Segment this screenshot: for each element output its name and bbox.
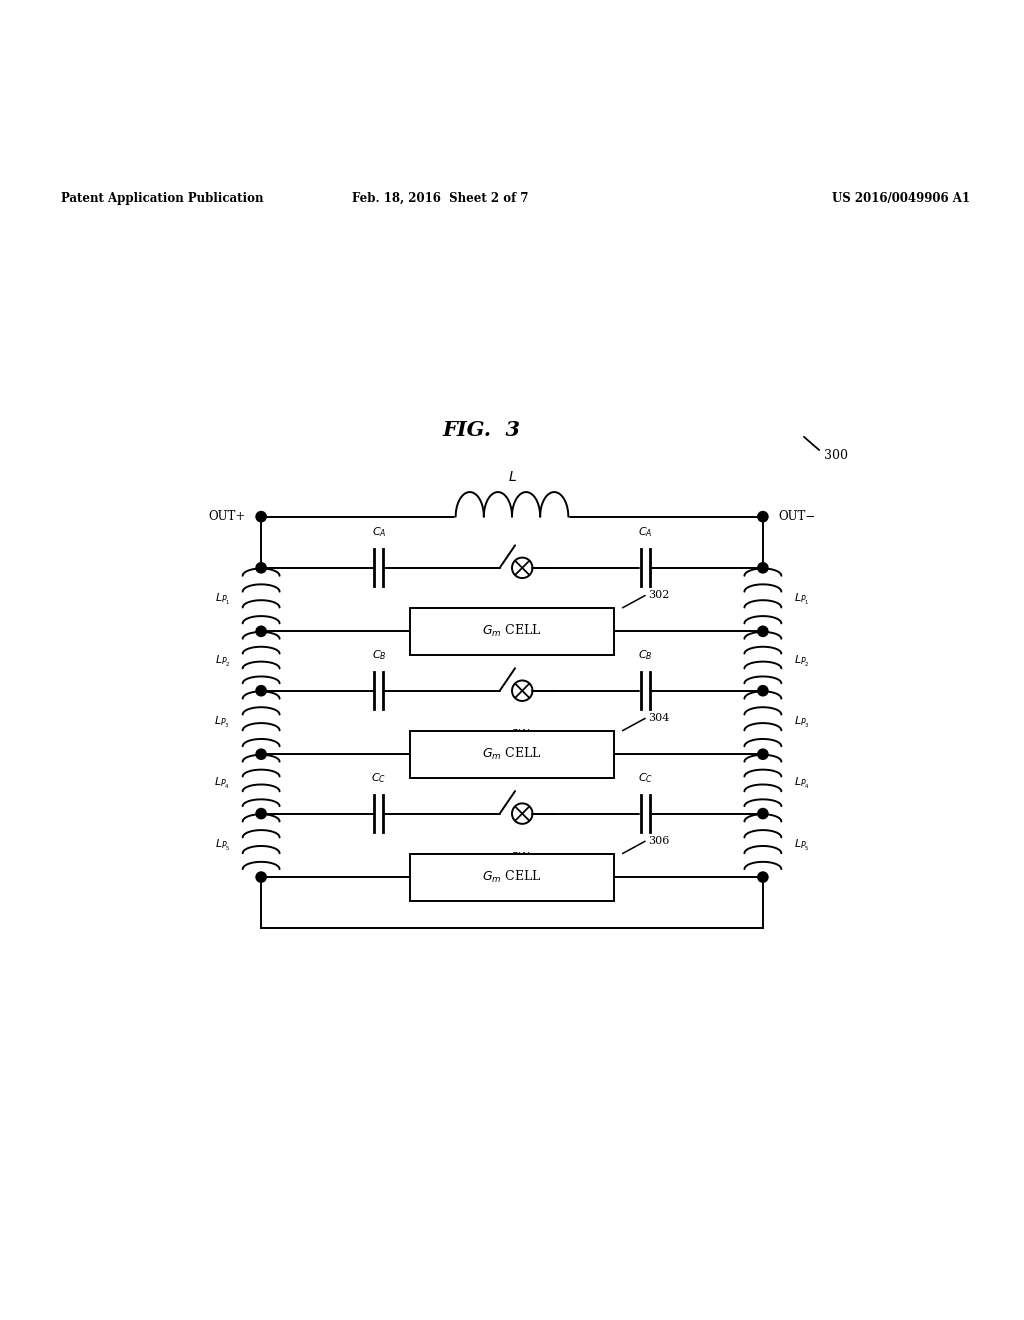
Circle shape bbox=[758, 748, 768, 759]
Text: 304: 304 bbox=[648, 713, 670, 723]
Circle shape bbox=[256, 512, 266, 521]
Text: OUT+: OUT+ bbox=[209, 510, 246, 523]
Text: $G_m$ CELL: $G_m$ CELL bbox=[482, 746, 542, 762]
Text: Feb. 18, 2016  Sheet 2 of 7: Feb. 18, 2016 Sheet 2 of 7 bbox=[352, 191, 528, 205]
Circle shape bbox=[758, 562, 768, 573]
Text: $SW_{\mathit{A}}$: $SW_{\mathit{A}}$ bbox=[510, 605, 535, 619]
Text: FIG.  3: FIG. 3 bbox=[442, 420, 520, 440]
Text: $L_{P_{5}}$: $L_{P_{5}}$ bbox=[794, 838, 809, 853]
Text: $C_{\mathit{A}}$: $C_{\mathit{A}}$ bbox=[638, 525, 652, 539]
Text: $L_{P_{4}}$: $L_{P_{4}}$ bbox=[214, 776, 230, 792]
Text: $C_{\mathit{B}}$: $C_{\mathit{B}}$ bbox=[372, 648, 386, 663]
Text: $G_m$ CELL: $G_m$ CELL bbox=[482, 623, 542, 639]
Bar bbox=[410, 607, 614, 655]
Text: $L_{P_{4}}$: $L_{P_{4}}$ bbox=[794, 776, 810, 792]
Circle shape bbox=[758, 626, 768, 636]
Text: 306: 306 bbox=[648, 837, 670, 846]
Text: Patent Application Publication: Patent Application Publication bbox=[61, 191, 264, 205]
Circle shape bbox=[758, 685, 768, 696]
Text: US 2016/0049906 A1: US 2016/0049906 A1 bbox=[833, 191, 970, 205]
Text: $L_{P_{1}}$: $L_{P_{1}}$ bbox=[794, 593, 809, 607]
Text: $SW_{\mathit{C}}$: $SW_{\mathit{C}}$ bbox=[510, 850, 535, 865]
Circle shape bbox=[256, 685, 266, 696]
Text: $C_{\mathit{A}}$: $C_{\mathit{A}}$ bbox=[372, 525, 386, 539]
Text: $L_{P_{5}}$: $L_{P_{5}}$ bbox=[215, 838, 230, 853]
Circle shape bbox=[256, 562, 266, 573]
Text: 302: 302 bbox=[648, 590, 670, 601]
Text: $L_{P_{3}}$: $L_{P_{3}}$ bbox=[794, 715, 810, 730]
Text: $G_m$ CELL: $G_m$ CELL bbox=[482, 869, 542, 886]
Text: $C_{\mathit{C}}$: $C_{\mathit{C}}$ bbox=[372, 771, 386, 785]
Bar bbox=[410, 731, 614, 777]
Text: 300: 300 bbox=[824, 449, 848, 462]
Text: $L$: $L$ bbox=[508, 470, 516, 484]
Circle shape bbox=[256, 808, 266, 818]
Text: $C_{\mathit{B}}$: $C_{\mathit{B}}$ bbox=[638, 648, 652, 663]
Text: $L_{P_{2}}$: $L_{P_{2}}$ bbox=[215, 653, 230, 668]
Circle shape bbox=[758, 808, 768, 818]
Text: $C_{\mathit{C}}$: $C_{\mathit{C}}$ bbox=[638, 771, 652, 785]
Circle shape bbox=[256, 873, 266, 882]
Circle shape bbox=[758, 873, 768, 882]
Text: OUT−: OUT− bbox=[778, 510, 815, 523]
Text: $L_{P_{1}}$: $L_{P_{1}}$ bbox=[215, 593, 230, 607]
Text: $SW_{\mathit{B}}$: $SW_{\mathit{B}}$ bbox=[510, 727, 535, 742]
Text: $L_{P_{3}}$: $L_{P_{3}}$ bbox=[214, 715, 230, 730]
Bar bbox=[410, 854, 614, 900]
Circle shape bbox=[256, 626, 266, 636]
Circle shape bbox=[256, 748, 266, 759]
Text: $L_{P_{2}}$: $L_{P_{2}}$ bbox=[794, 653, 809, 668]
Circle shape bbox=[758, 512, 768, 521]
